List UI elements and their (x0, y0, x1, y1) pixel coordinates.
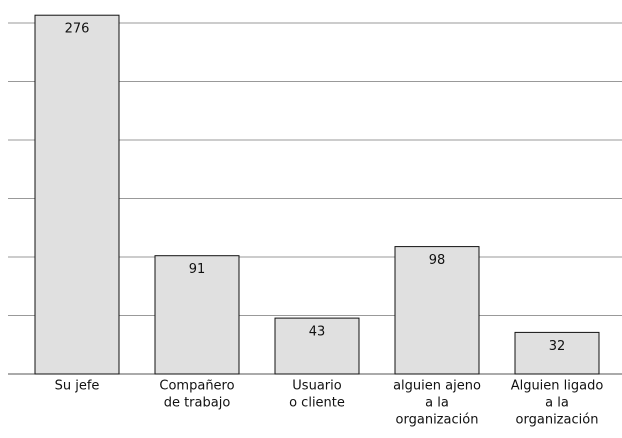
x-tick-label: Su jefe (55, 379, 100, 394)
bar (274, 317, 360, 375)
x-tick-label: organización (516, 413, 599, 428)
bar (154, 255, 240, 375)
bar (34, 14, 120, 375)
data-label: 43 (309, 325, 326, 340)
x-tick-label: o cliente (289, 396, 345, 411)
data-label: 91 (189, 262, 206, 277)
x-tick-label: Compañero (159, 379, 234, 394)
x-tick-label: a la (425, 396, 449, 411)
x-tick-label: Usuario (292, 379, 341, 394)
x-tick-label: organización (396, 413, 479, 428)
x-tick-label: alguien ajeno (393, 379, 481, 394)
bar (394, 246, 480, 375)
data-label: 32 (549, 339, 566, 354)
x-tick-label: de trabajo (164, 396, 231, 411)
x-tick-label: Alguien ligado (511, 379, 604, 394)
bar (514, 331, 600, 375)
data-label: 276 (65, 22, 90, 37)
x-tick-label: a la (545, 396, 569, 411)
data-label: 98 (429, 253, 446, 268)
